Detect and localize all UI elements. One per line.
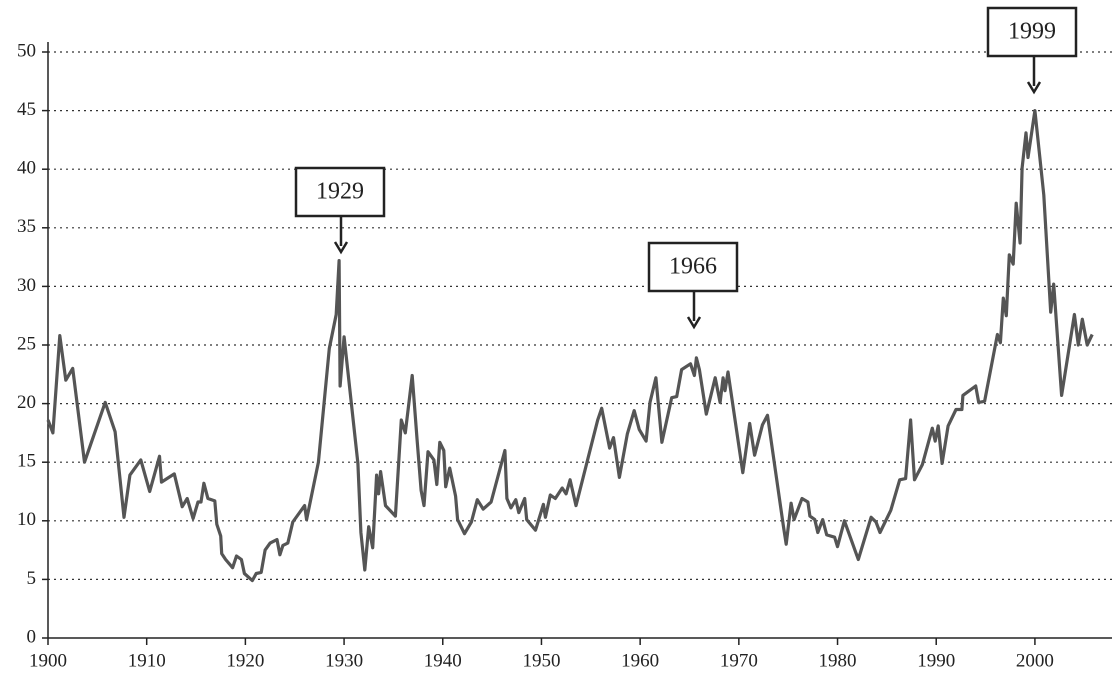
y-tick-label: 5 — [27, 568, 37, 589]
x-tick-label: 1950 — [522, 650, 560, 671]
annotation-box — [986, 6, 1078, 58]
y-tick-label: 30 — [17, 275, 36, 296]
x-tick-label: 2000 — [1016, 650, 1054, 671]
x-tick-label: 1940 — [424, 650, 462, 671]
x-tick-label: 1980 — [819, 650, 857, 671]
x-tick-label: 1970 — [720, 650, 758, 671]
x-tick-label: 1990 — [917, 650, 955, 671]
y-tick-label: 10 — [17, 509, 36, 530]
y-tick-label: 50 — [17, 40, 36, 61]
annotation-box — [294, 166, 386, 218]
y-tick-label: 15 — [17, 451, 36, 472]
x-tick-label: 1910 — [128, 650, 166, 671]
annotation-label: 1966 — [669, 254, 717, 280]
annotation-label: 1999 — [1008, 19, 1056, 45]
y-tick-label: 20 — [17, 392, 36, 413]
annotation-label: 1929 — [316, 179, 364, 205]
arrow-head — [333, 241, 349, 255]
y-tick-label: 25 — [17, 333, 36, 354]
y-tick-label: 35 — [17, 216, 36, 237]
x-tick-label: 1930 — [325, 650, 363, 671]
x-tick-label: 1920 — [226, 650, 264, 671]
x-tick-label: 1960 — [621, 650, 659, 671]
arrow-head — [1026, 81, 1042, 95]
x-tick-label: 1900 — [29, 650, 67, 671]
annotation-box — [647, 241, 739, 293]
y-tick-label: 45 — [17, 99, 36, 120]
y-tick-label: 0 — [27, 626, 37, 647]
data-line — [46, 109, 1094, 583]
arrow-head — [686, 316, 702, 330]
y-tick-label: 40 — [17, 158, 36, 179]
